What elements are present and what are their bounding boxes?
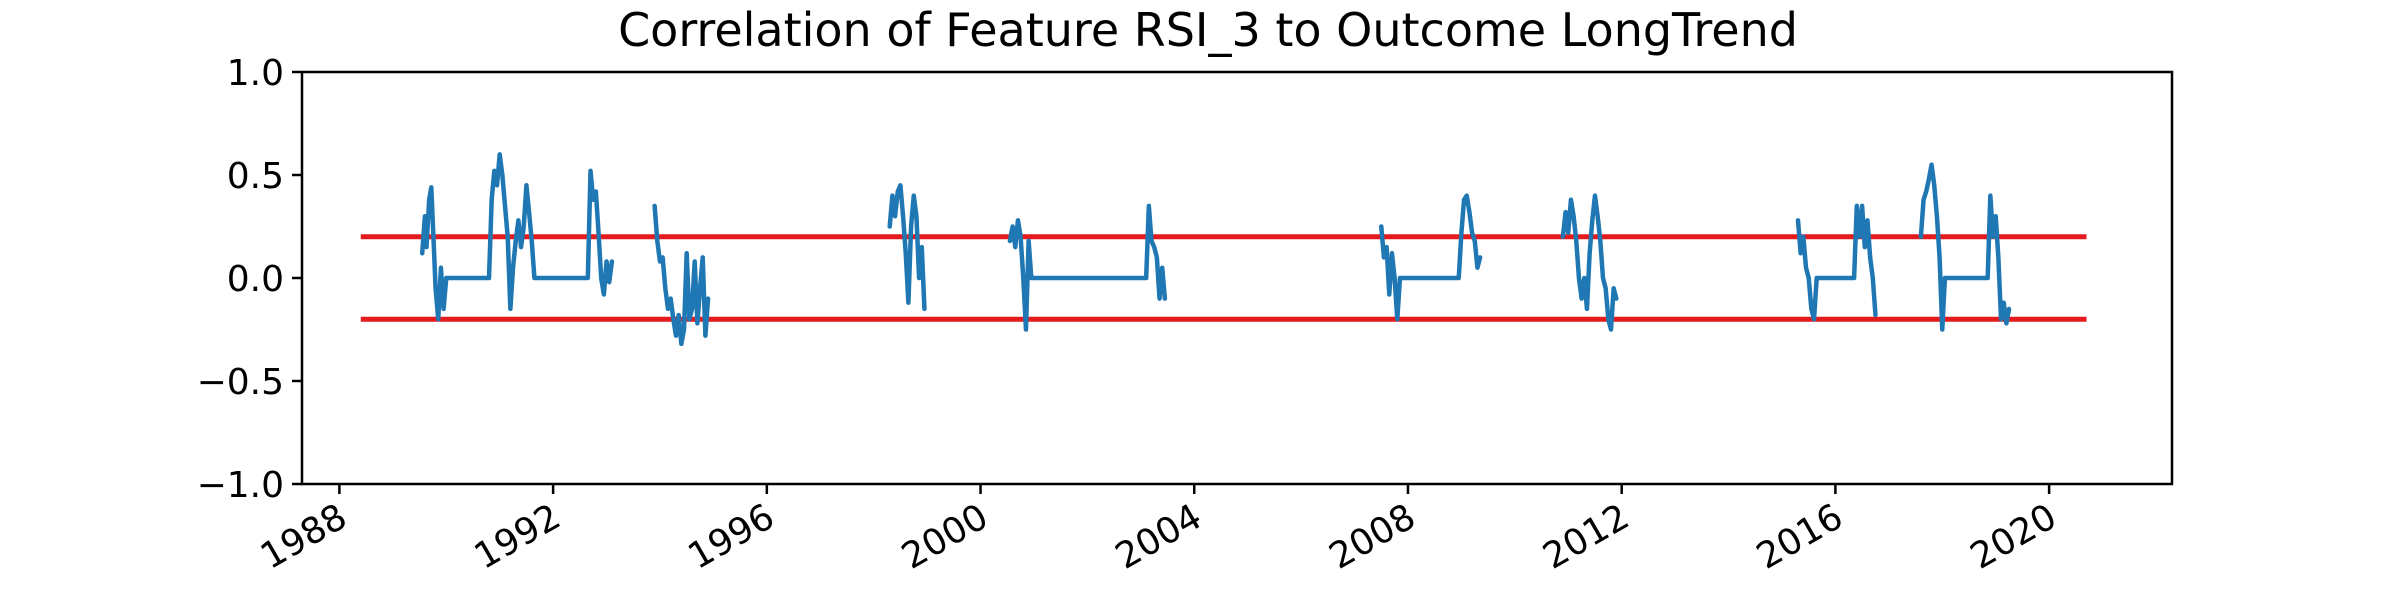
x-tick-label: 2004 bbox=[1109, 496, 1209, 577]
x-tick-label: 2020 bbox=[1964, 496, 2064, 577]
series-0-segment-7 bbox=[1918, 162, 2012, 332]
x-tick-label: 2016 bbox=[1750, 496, 1850, 577]
y-tick-label: 1.0 bbox=[227, 53, 284, 94]
series-0-segment-6 bbox=[1795, 203, 1878, 322]
y-tick-label: −0.5 bbox=[197, 362, 284, 403]
x-tick-label: 2008 bbox=[1323, 496, 1423, 577]
chart-title: Correlation of Feature RSI_3 to Outcome … bbox=[618, 3, 1798, 57]
x-tick-label: 1996 bbox=[681, 496, 781, 577]
y-tick-label: 0.0 bbox=[227, 259, 284, 300]
series-0-segment-1 bbox=[652, 203, 711, 347]
series-0-segment-2 bbox=[887, 183, 927, 312]
x-tick-label: 1992 bbox=[468, 496, 568, 577]
plot-area: −1.0 −0.5 0.0 0.5 1.0 1988 1992 1996 2000 2004 200… bbox=[197, 53, 2174, 578]
x-tick-label: 2012 bbox=[1536, 496, 1636, 577]
x-tick-label: 2000 bbox=[895, 496, 995, 577]
series-0-segment-4 bbox=[1379, 193, 1483, 322]
series-0-segment-3 bbox=[1007, 203, 1168, 332]
x-tick-label: 1988 bbox=[254, 496, 354, 577]
y-tick-label: 0.5 bbox=[227, 156, 284, 197]
y-tick-label: −1.0 bbox=[197, 465, 284, 506]
series-0-segment-0 bbox=[419, 152, 615, 322]
series-0-segment-5 bbox=[1560, 193, 1619, 332]
